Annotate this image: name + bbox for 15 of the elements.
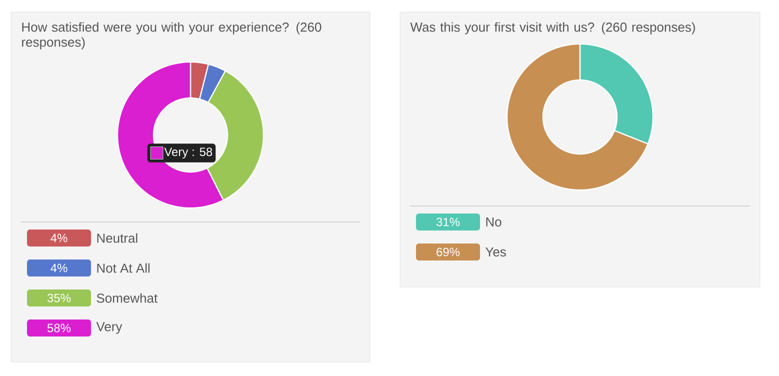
- legend-label: Yes: [485, 247, 506, 257]
- data-label: 69%: [436, 248, 460, 256]
- legend-label: Somewhat: [96, 293, 158, 303]
- data-label: 35%: [47, 294, 71, 302]
- data-label: 58%: [47, 324, 71, 332]
- data-label: 31%: [436, 218, 460, 226]
- legend-label: Neutral: [97, 233, 138, 243]
- data-label: 4%: [50, 264, 68, 272]
- text: Very : 58: [164, 148, 212, 158]
- chart-title: Was this your first visit with us? (260 responses): [410, 22, 695, 34]
- legend-label: Not At All: [97, 263, 150, 273]
- chart-title: How satisfied were you with your experience? (260 responses): [22, 22, 322, 50]
- data-label: 4%: [50, 234, 68, 242]
- legend-label: No: [486, 217, 502, 227]
- legend-label: Very: [96, 322, 122, 334]
